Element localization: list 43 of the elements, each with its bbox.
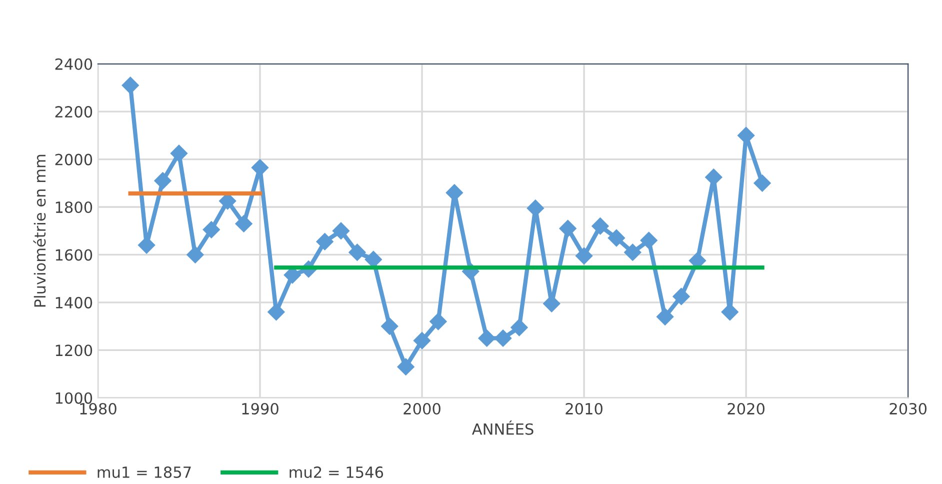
x-tick-label: 1990: [242, 402, 278, 415]
y-tick-label: 1800: [56, 201, 92, 214]
point: [494, 330, 512, 347]
point: [154, 172, 172, 190]
point: [381, 318, 398, 335]
point: [510, 318, 528, 336]
point: [592, 218, 609, 235]
y-tick-label: 1000: [56, 392, 92, 404]
point: [478, 330, 496, 347]
point: [754, 174, 771, 192]
point: [656, 308, 674, 326]
point: [559, 220, 576, 238]
point: [186, 246, 204, 264]
point: [397, 358, 414, 376]
point: [575, 247, 593, 264]
point: [202, 221, 220, 238]
point: [235, 215, 252, 232]
point: [672, 288, 690, 306]
y-axis-title: Pluviométrie en mm: [33, 154, 46, 307]
point: [332, 222, 350, 240]
x-axis-title: ANNÉES: [472, 420, 534, 435]
point: [122, 76, 139, 94]
legend-label: mu1 = 1857: [98, 466, 191, 478]
point: [608, 229, 625, 247]
y-tick-label: 1400: [56, 296, 92, 308]
y-tick-label: 1600: [56, 249, 92, 261]
x-tick-label: 2030: [890, 402, 927, 415]
x-tick-label: 2010: [566, 402, 602, 415]
x-tick-label: 2020: [728, 402, 764, 415]
point: [413, 332, 431, 350]
y-tick-label: 2000: [55, 154, 92, 166]
x-tick-label: 2000: [404, 402, 440, 415]
point: [430, 312, 447, 330]
x-tick-label: 1980: [80, 402, 116, 415]
legend-label: mu2 = 1546: [290, 466, 384, 478]
point: [640, 232, 658, 249]
point: [316, 233, 334, 250]
point: [624, 244, 642, 261]
y-tick-label: 2400: [55, 58, 92, 70]
point: [170, 144, 188, 162]
y-tick-label: 2200: [55, 106, 92, 118]
point: [348, 244, 366, 261]
y-tick-label: 1200: [56, 344, 92, 356]
